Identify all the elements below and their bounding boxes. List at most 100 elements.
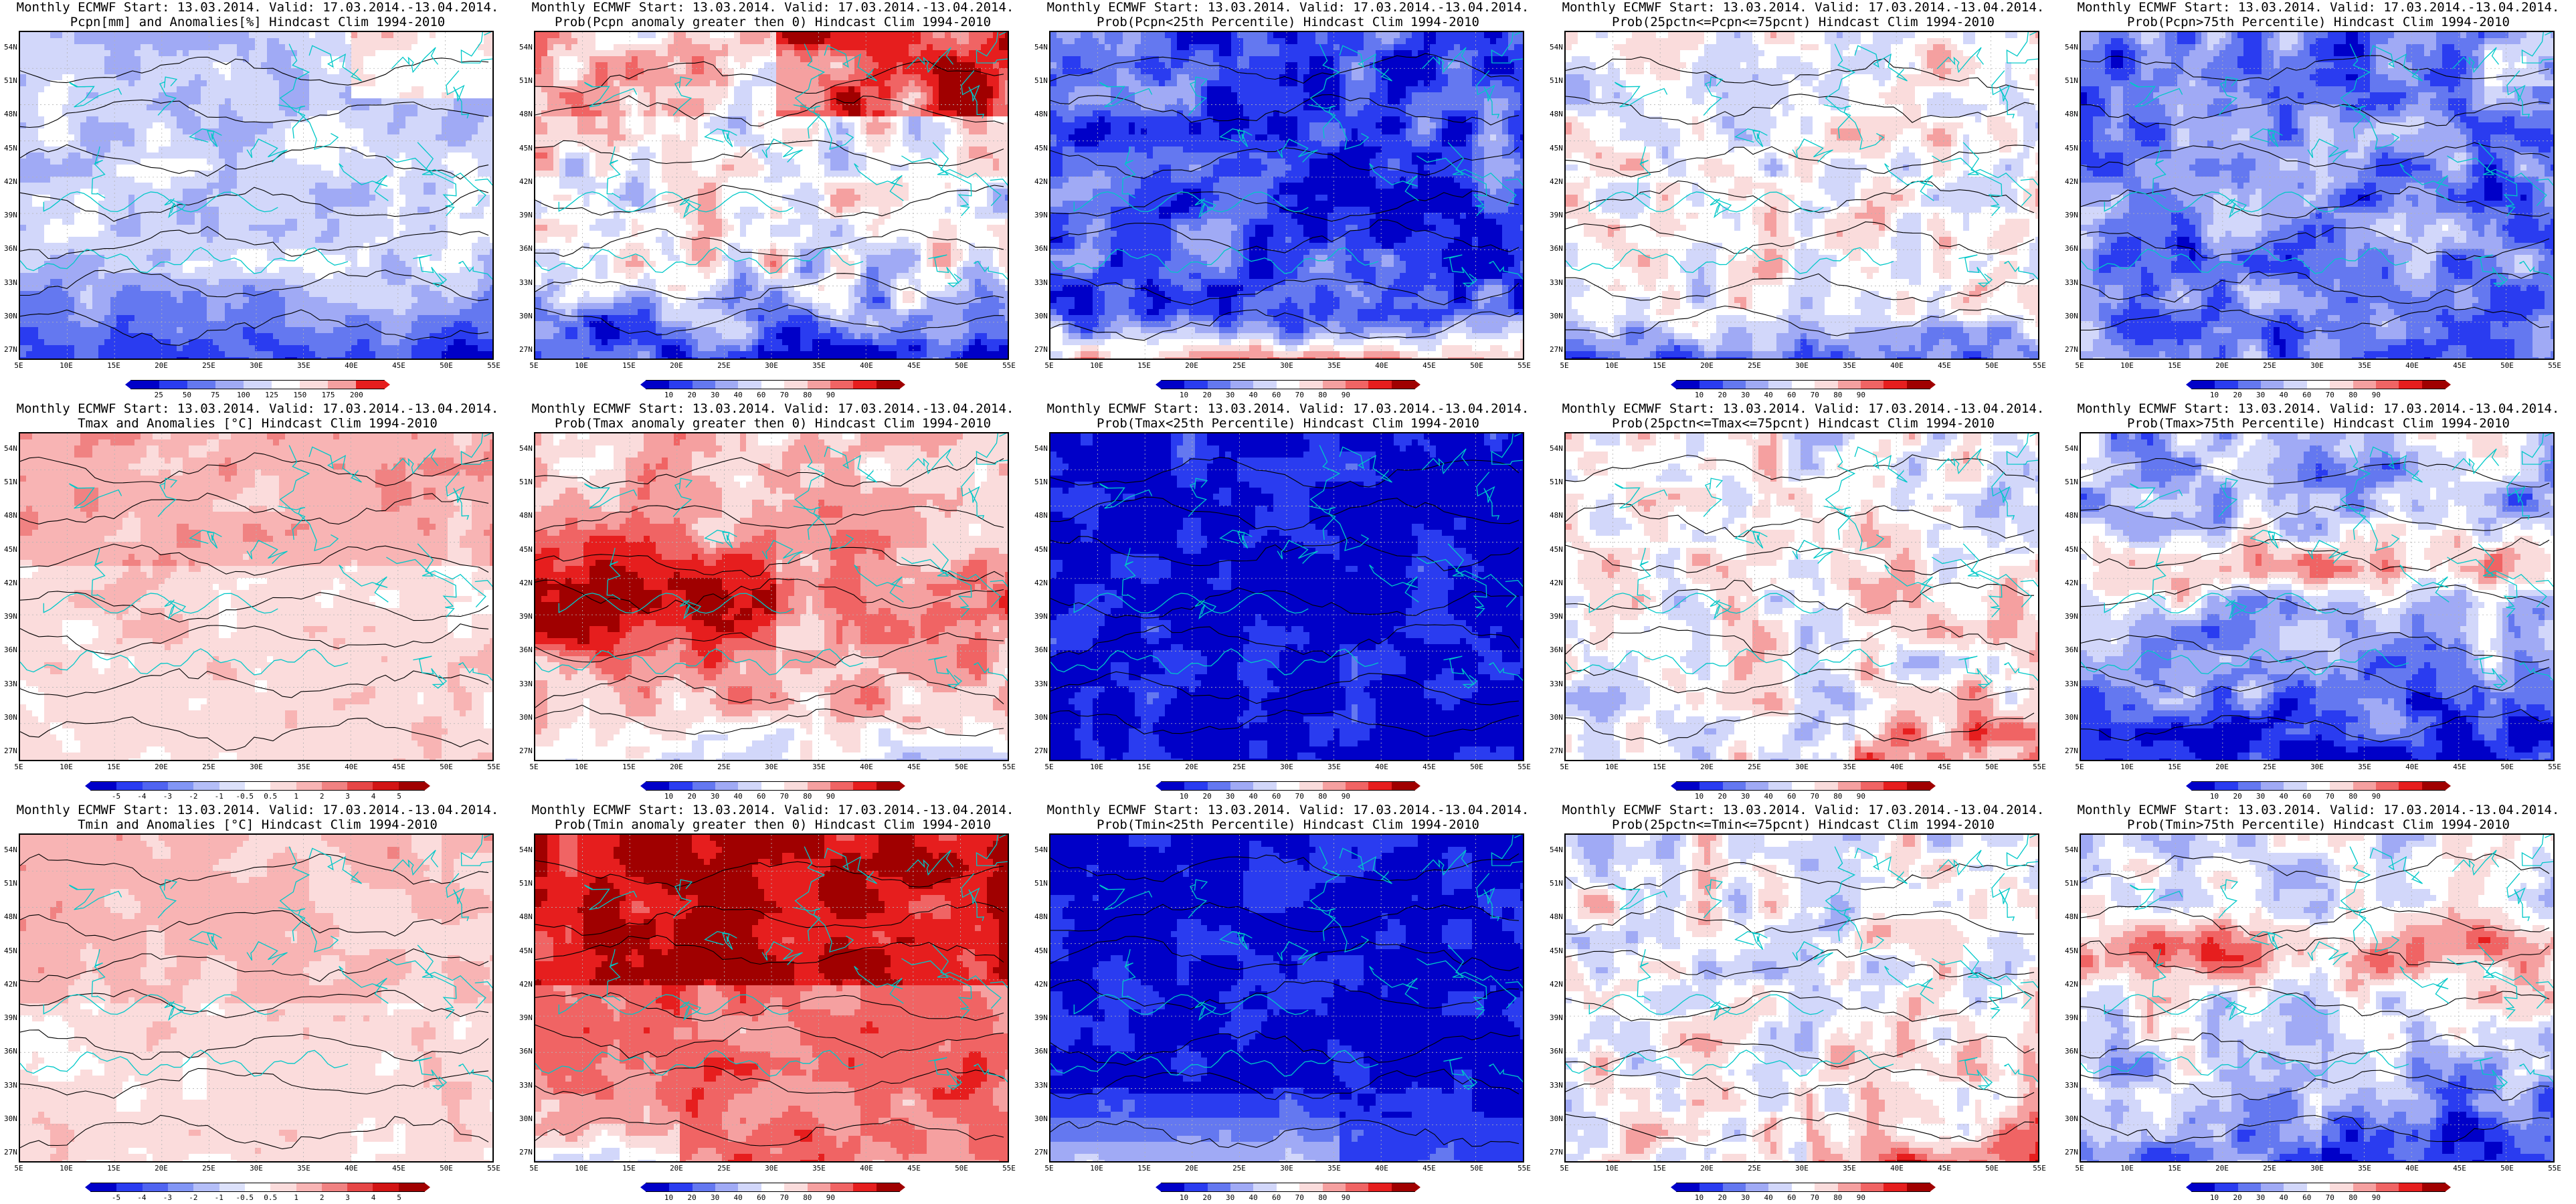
colorbar-max-arrow	[899, 380, 905, 389]
colorbar-label: 80	[1318, 391, 1327, 399]
colorbar	[646, 380, 900, 389]
colorbar-label: 40	[734, 792, 743, 801]
colorbar-swatch	[328, 381, 356, 389]
map-svg	[1566, 32, 2038, 359]
colorbar-swatch	[159, 381, 187, 389]
colorbar-label: -0.5	[236, 1193, 254, 1202]
lon-tick-label: 25E	[717, 763, 731, 771]
lon-tick-label: 40E	[345, 1164, 358, 1173]
colorbar-swatch	[2307, 782, 2330, 790]
colorbar-label: -2	[189, 792, 197, 801]
lon-tick-label: 15E	[1137, 361, 1151, 370]
colorbar-min-arrow	[1156, 1183, 1162, 1192]
lat-tick-label: 48N	[4, 912, 17, 921]
colorbar-swatch	[1208, 381, 1230, 389]
colorbar-swatch	[399, 1183, 424, 1191]
panel-title-line2: Prob(Pcpn<25th Percentile) Hindcast Clim…	[1030, 15, 1546, 29]
colorbar-label: -4	[137, 1193, 146, 1202]
lat-tick-label: 36N	[1550, 1047, 1563, 1056]
colorbar-swatch	[1883, 381, 1906, 389]
lat-tick-label: 45N	[2065, 144, 2078, 153]
lon-tick-label: 25E	[1748, 1164, 1761, 1173]
panel-title-line2: Prob(Tmin>75th Percentile) Hindcast Clim…	[2061, 817, 2576, 832]
colorbar-label: 100	[237, 391, 250, 399]
lon-tick-label: 15E	[622, 1164, 636, 1173]
colorbar-swatch	[2422, 782, 2445, 790]
lat-tick-label: 36N	[2065, 1047, 2078, 1056]
colorbar-swatch	[244, 381, 272, 389]
colorbar-swatch	[1277, 381, 1299, 389]
colorbar-swatch	[2284, 782, 2306, 790]
lon-tick-label: 40E	[2405, 361, 2419, 370]
colorbar-label: 20	[2233, 391, 2241, 399]
colorbar-swatch	[1299, 1183, 1322, 1191]
colorbar-swatch	[2376, 381, 2399, 389]
lat-tick-label: 54N	[1550, 845, 1563, 854]
colorbar-label: 70	[2326, 792, 2334, 801]
colorbar-label: 20	[1202, 792, 1211, 801]
colorbar-label: 70	[1811, 792, 1819, 801]
colorbar-swatch	[669, 782, 692, 790]
lon-tick-label: 10E	[1090, 763, 1103, 771]
lon-tick-label: 45E	[1938, 763, 1951, 771]
lat-tick-label: 36N	[1550, 244, 1563, 253]
lon-tick-label: 35E	[1843, 763, 1856, 771]
colorbar-label: 90	[2372, 792, 2381, 801]
panel-title-line2: Prob(25pctn<=Tmin<=75pcnt) Hindcast Clim…	[1546, 817, 2061, 832]
map-area	[1049, 432, 1524, 761]
colorbar-swatch	[356, 381, 384, 389]
map-area	[19, 31, 494, 360]
colorbar-label: 2	[320, 792, 325, 801]
colorbar-swatch	[738, 1183, 761, 1191]
lat-tick-label: 54N	[1034, 43, 1048, 52]
lon-tick-label: 25E	[202, 361, 215, 370]
colorbar-swatch	[219, 782, 245, 790]
lon-tick-label: 25E	[717, 1164, 731, 1173]
colorbar-swatch	[2330, 1183, 2353, 1191]
colorbar-label: 30	[2256, 1193, 2265, 1202]
colorbar-label: -1	[215, 792, 223, 801]
colorbar-swatch	[1184, 381, 1207, 389]
colorbar	[90, 1183, 425, 1192]
lat-tick-label: 27N	[2065, 746, 2078, 755]
colorbar-swatch	[1723, 782, 1746, 790]
colorbar-swatch	[2399, 1183, 2421, 1191]
lat-tick-label: 48N	[1550, 110, 1563, 118]
lat-tick-label: 39N	[4, 211, 17, 219]
colorbar-swatch	[347, 782, 373, 790]
colorbar-label: 10	[2210, 1193, 2219, 1202]
panel-title-line2: Prob(Pcpn>75th Percentile) Hindcast Clim…	[2061, 15, 2576, 29]
map-svg	[1566, 433, 2038, 760]
panel-title: Monthly ECMWF Start: 13.03.2014. Valid: …	[0, 803, 515, 832]
lat-tick-label: 48N	[519, 110, 533, 118]
panel-title: Monthly ECMWF Start: 13.03.2014. Valid: …	[2061, 0, 2576, 29]
lat-tick-label: 36N	[1034, 244, 1048, 253]
colorbar-label: 175	[322, 391, 335, 399]
panel-title-line2: Prob(25pctn<=Pcpn<=75pcnt) Hindcast Clim…	[1546, 15, 2061, 29]
colorbar-swatch	[808, 381, 830, 389]
lon-tick-label: 40E	[2405, 1164, 2419, 1173]
colorbar	[1161, 781, 1415, 791]
colorbar-swatch	[693, 381, 715, 389]
lon-tick-label: 30E	[2310, 763, 2324, 771]
lon-tick-label: 20E	[2215, 1164, 2229, 1173]
lat-tick-label: 39N	[4, 612, 17, 621]
colorbar-swatch	[1838, 381, 1861, 389]
lon-tick-label: 10E	[575, 361, 588, 370]
colorbar-swatch	[1768, 1183, 1791, 1191]
lat-tick-label: 45N	[4, 144, 17, 153]
map-area	[1049, 833, 1524, 1163]
lat-tick-label: 33N	[2065, 278, 2078, 287]
lat-tick-label: 33N	[2065, 680, 2078, 688]
map-area	[2080, 31, 2555, 360]
colorbar-max-arrow	[1414, 781, 1420, 791]
lon-tick-label: 30E	[250, 361, 263, 370]
colorbar-swatch	[1162, 381, 1184, 389]
colorbar-swatch	[1861, 782, 1883, 790]
colorbar-swatch	[1299, 381, 1322, 389]
lat-tick-label: 36N	[4, 1047, 17, 1056]
colorbar-swatch	[1392, 1183, 1414, 1191]
lat-tick-label: 42N	[1550, 579, 1563, 587]
lon-tick-label: 55E	[2033, 1164, 2046, 1173]
lon-tick-label: 30E	[2310, 361, 2324, 370]
